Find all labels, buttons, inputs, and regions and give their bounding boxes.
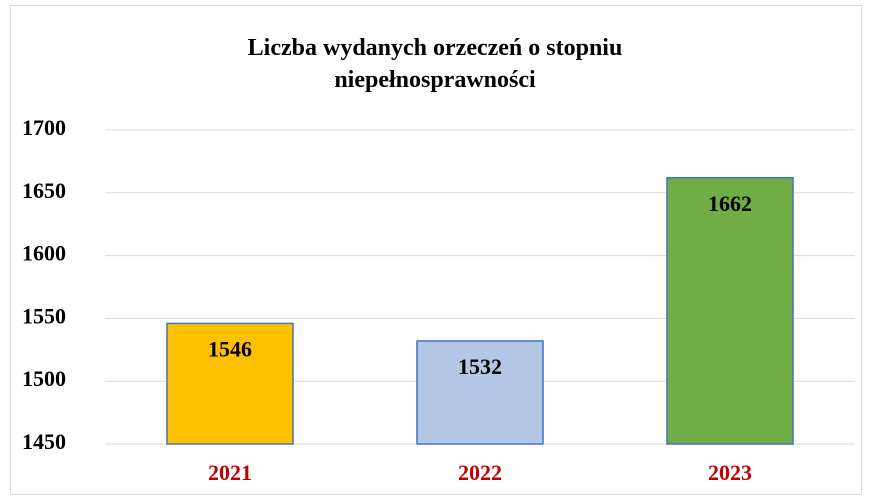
bar [666, 176, 794, 445]
y-tick-label: 1700 [22, 115, 66, 140]
bar [166, 322, 294, 445]
x-tick-label: 2021 [208, 460, 252, 485]
x-tick-label: 2023 [708, 460, 752, 485]
value-label: 1532 [458, 354, 502, 379]
chart-title: Liczba wydanych orzeczeń o stopniu niepe… [247, 35, 623, 93]
value-label: 1662 [708, 191, 752, 216]
y-tick-label: 1550 [22, 303, 66, 328]
y-tick-label: 1450 [22, 429, 66, 454]
y-tick-label: 1650 [22, 178, 66, 203]
value-label: 1546 [208, 336, 252, 361]
bar [416, 340, 544, 445]
y-tick-label: 1600 [22, 241, 66, 266]
x-tick-label: 2022 [458, 460, 502, 485]
y-tick-label: 1500 [22, 366, 66, 391]
